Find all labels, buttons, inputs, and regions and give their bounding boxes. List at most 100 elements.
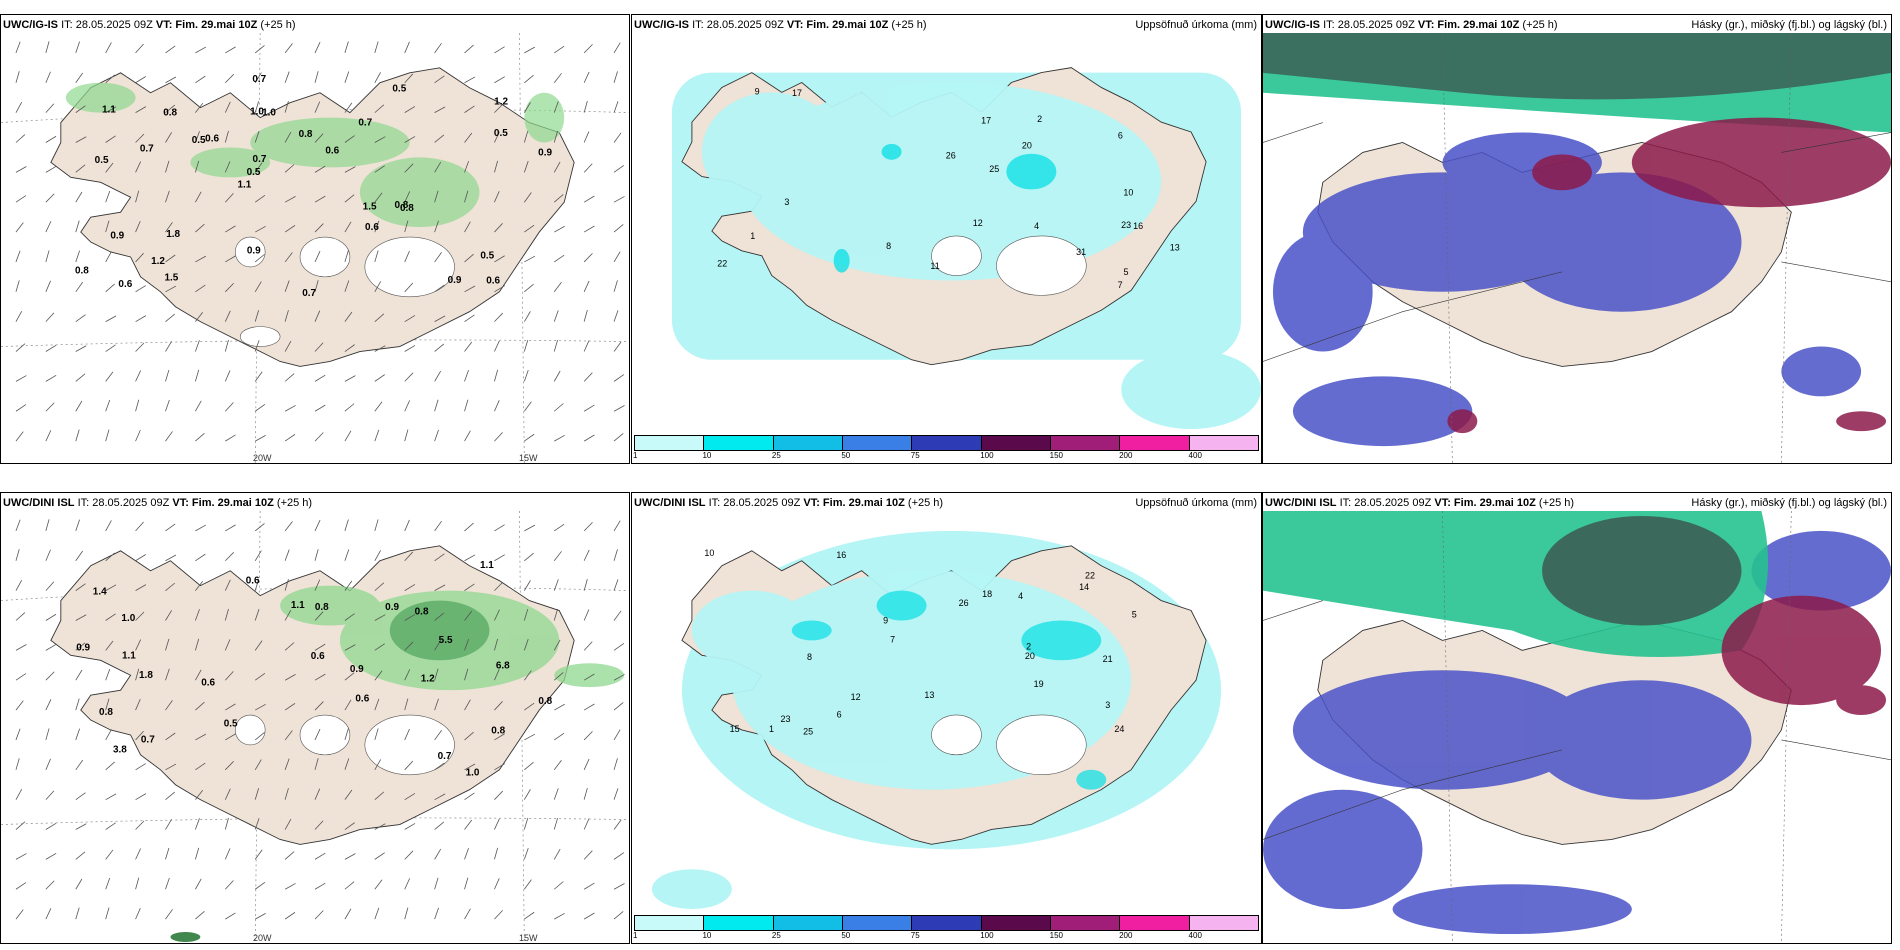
wind-barb xyxy=(105,135,116,143)
precip-map: 15 19 18 20 24 14 16 13 26 25 21 23 22 12 10 9 8 7 6 5 4 3 2 1 xyxy=(632,511,1261,913)
wind-barb xyxy=(374,281,382,292)
wind-barb xyxy=(314,673,326,681)
map-value-label: 1.8 xyxy=(139,670,153,681)
wind-barb xyxy=(344,430,352,442)
map-value-label: 0.6 xyxy=(486,275,500,286)
wind-barb xyxy=(105,106,117,113)
map-value-label: 2 xyxy=(1037,114,1042,124)
wind-barb xyxy=(494,790,504,800)
wind-barb xyxy=(494,432,503,442)
wind-barb xyxy=(494,638,499,651)
colorbar-swatch xyxy=(981,916,1051,930)
wind-barb xyxy=(464,105,475,113)
wind-barb xyxy=(225,760,234,771)
wind-barb xyxy=(135,611,145,621)
wind-barb xyxy=(254,162,263,173)
wind-barb xyxy=(524,401,532,412)
colorbar-label: 1 xyxy=(633,451,638,460)
wind-barb xyxy=(284,758,290,770)
wind-barb xyxy=(434,399,439,412)
colorbar-label: 75 xyxy=(910,931,920,940)
wind-barb xyxy=(464,76,476,84)
wind-barb xyxy=(583,253,593,263)
wind-barb xyxy=(314,579,321,591)
wind-barb xyxy=(404,823,416,830)
wind-barb xyxy=(374,165,385,173)
colorbar-swatch xyxy=(842,916,913,930)
wind-barb xyxy=(613,610,622,621)
wind-barb xyxy=(15,195,27,203)
map-value-label: 1.1 xyxy=(480,560,494,571)
wind-barb xyxy=(45,519,50,532)
wind-barb xyxy=(45,613,57,621)
cloud-panel-row1: UWC/IG-IS IT: 28.05.2025 09Z VT: Fim. 29… xyxy=(1262,14,1892,464)
wind-barb xyxy=(583,163,593,173)
wind-barb xyxy=(553,73,562,84)
wind-barb xyxy=(75,907,80,920)
wind-barb xyxy=(15,612,26,621)
map-value-label: 10 xyxy=(1123,188,1133,198)
wind-barb xyxy=(344,280,350,292)
wind-barb xyxy=(523,311,531,322)
wind-barb xyxy=(494,818,500,830)
map-value-label: 1 xyxy=(769,724,774,734)
wind-barb xyxy=(284,609,292,621)
wind-barb xyxy=(404,429,409,442)
wind-barb xyxy=(374,104,385,113)
wind-barb xyxy=(314,432,324,442)
wind-barb xyxy=(404,250,410,263)
wind-barb xyxy=(613,310,619,322)
wind-barb xyxy=(344,613,355,621)
wind-barb xyxy=(135,877,140,890)
wind-barb xyxy=(254,281,262,293)
wind-barb xyxy=(583,101,588,113)
map-value-label: 1.1 xyxy=(291,600,305,611)
map-value-label: 4 xyxy=(1034,221,1039,231)
wind-barb xyxy=(613,196,625,203)
map-value-label: 25 xyxy=(803,726,813,736)
map-value-label: 15 xyxy=(730,724,740,734)
wind-barb xyxy=(494,609,500,621)
wind-barb xyxy=(45,374,57,382)
wind-barb xyxy=(404,641,414,651)
wind-barb xyxy=(553,788,559,800)
wind-barb xyxy=(45,221,52,233)
wind-barb xyxy=(15,909,24,920)
colorbar-swatch xyxy=(1120,916,1190,930)
wind-barb xyxy=(224,579,231,591)
wind-barb xyxy=(374,401,383,412)
map-value-label: 13 xyxy=(924,690,934,700)
wind-barb xyxy=(613,788,619,800)
colorbar-label: 400 xyxy=(1188,451,1202,460)
wind-barb xyxy=(195,223,205,233)
wind-barb xyxy=(254,703,266,711)
wind-barb xyxy=(165,190,170,203)
wind-barb xyxy=(284,252,293,263)
wind-barb xyxy=(195,878,202,890)
wind-barb xyxy=(464,430,471,442)
wind-barb xyxy=(254,579,260,591)
map-value-label: 0.6 xyxy=(311,651,325,662)
precip-map: 1 25 23 13 17 31 26 20 16 22 17 12 10 11 9 8 7 6 5 4 3 2 xyxy=(632,33,1261,433)
map-value-label: 26 xyxy=(959,598,969,608)
wind-barb xyxy=(344,758,350,770)
wind-barb xyxy=(523,789,531,800)
wind-barb xyxy=(523,608,529,621)
wind-barb xyxy=(553,282,562,293)
wind-barb xyxy=(314,549,319,561)
map-value-label: 0.5 xyxy=(95,155,109,166)
wind-barb xyxy=(195,191,202,203)
wind-barb xyxy=(15,311,23,322)
map-value-label: 12 xyxy=(851,692,861,702)
wind-barb xyxy=(15,343,26,352)
cloud-title: Hásky (gr.), miðský (fj.bl.) og lágský (… xyxy=(1691,19,1887,31)
wind-barb xyxy=(135,763,146,771)
wind-barb xyxy=(524,761,534,771)
map-value-label: 13 xyxy=(1170,242,1180,252)
wind-barb xyxy=(494,554,505,562)
wind-barb xyxy=(15,71,20,83)
wind-barb xyxy=(165,732,176,741)
wind-barb xyxy=(583,372,593,382)
wind-barb xyxy=(105,251,112,263)
wind-barb xyxy=(15,250,21,263)
